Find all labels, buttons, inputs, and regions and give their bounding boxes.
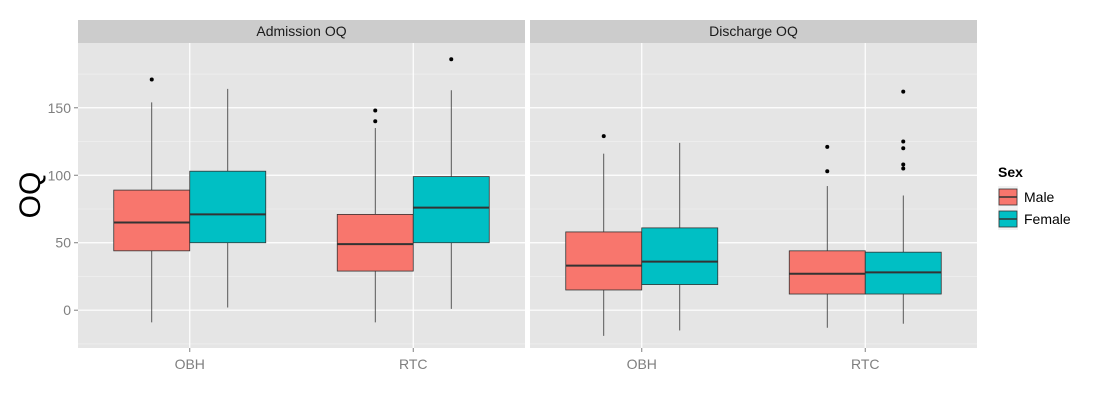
boxplot-obh-female <box>641 142 719 331</box>
legend-title: Sex <box>998 164 1023 180</box>
boxplot-obh-male <box>565 134 643 336</box>
box-iqr <box>189 170 267 244</box>
outlier-point <box>149 77 154 82</box>
outlier-point <box>373 119 378 124</box>
x-tick-label: OBH <box>627 356 657 372</box>
boxplot-rtc-female <box>864 89 942 324</box>
outlier-point <box>901 162 906 167</box>
box-iqr <box>412 176 490 244</box>
facet-strip-label: Discharge OQ <box>709 23 798 39</box>
boxplot-rtc-female <box>412 57 490 309</box>
box-iqr <box>641 227 719 285</box>
outlier-point <box>449 57 454 62</box>
y-tick-label: 0 <box>63 302 71 318</box>
boxplot-obh-female <box>189 88 267 308</box>
facet-strip <box>530 20 977 43</box>
outlier-point <box>901 166 906 171</box>
x-tick-label: RTC <box>851 356 880 372</box>
legend-label-male: Male <box>1024 189 1055 205</box>
outlier-point <box>901 89 906 94</box>
box-iqr <box>788 250 866 295</box>
outlier-point <box>601 134 606 139</box>
y-axis-title: OQ <box>14 172 47 219</box>
y-tick-label: 150 <box>48 100 72 116</box>
legend-label-female: Female <box>1024 211 1071 227</box>
boxplot-rtc-male <box>788 144 866 328</box>
box-iqr <box>565 231 643 291</box>
panel-background <box>530 43 977 348</box>
facet-strip <box>78 20 525 43</box>
x-tick-label: RTC <box>399 356 428 372</box>
facet-panel-1: Admission OQ OBH RTC <box>78 20 525 372</box>
outlier-point <box>373 108 378 113</box>
box-iqr <box>336 213 414 272</box>
y-tick-label: 50 <box>55 235 71 251</box>
facet-strip-label: Admission OQ <box>256 23 346 39</box>
legend: Sex Male Female <box>998 164 1071 230</box>
boxplot-rtc-male <box>336 108 414 323</box>
outlier-point <box>901 146 906 151</box>
boxplot-obh-male <box>113 77 191 323</box>
outlier-point <box>901 139 906 144</box>
facet-panel-2: Discharge OQ OBH RTC <box>530 20 977 372</box>
y-tick-label: 100 <box>48 167 72 183</box>
x-tick-label: OBH <box>175 356 205 372</box>
outlier-point <box>825 169 830 174</box>
outlier-point <box>825 144 830 149</box>
box-iqr <box>113 189 191 252</box>
